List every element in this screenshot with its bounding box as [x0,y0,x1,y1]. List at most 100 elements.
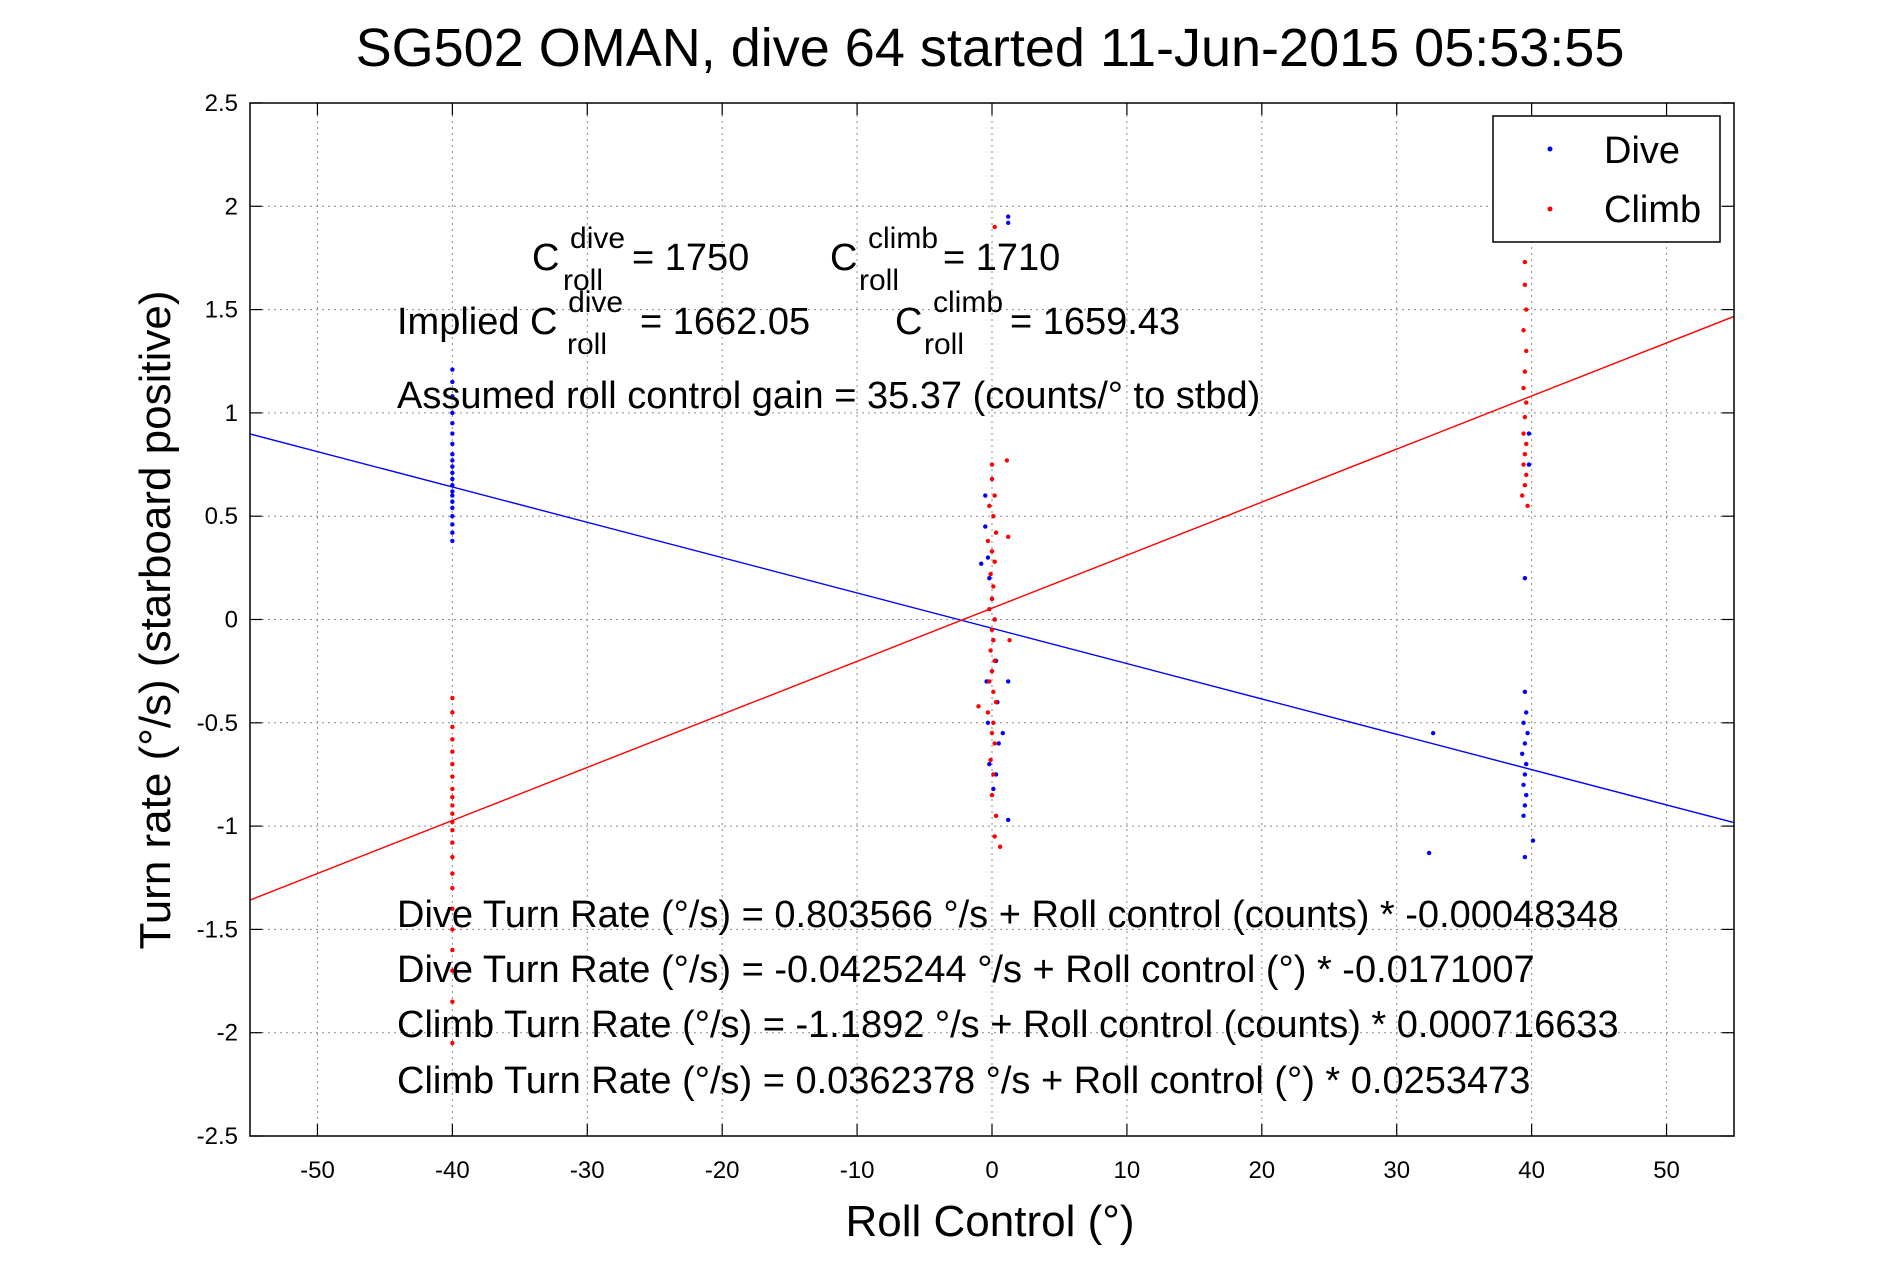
c-climb-value: = 1710 [943,237,1060,279]
climb-point [450,811,455,816]
dive-point [1530,838,1536,843]
climb-point [1524,441,1529,447]
legend-marker-climb [1547,206,1553,212]
c-climb-sub: roll [859,264,899,297]
x-tick-label: -10 [840,1157,875,1184]
climb-point [997,844,1003,849]
y-tick-label: -1.5 [197,916,238,943]
dive-point [987,575,992,581]
climb-point [1524,400,1529,405]
legend-marker-dive [1547,146,1553,152]
dive-point [1524,761,1529,767]
implied-dive-sub: roll [567,328,607,361]
climb-point [992,658,997,664]
climb-point [1519,493,1525,498]
climb-point [992,559,997,564]
dive-point [450,514,455,519]
implied-dive-value: = 1662.05 [640,301,810,343]
climb-point [1521,462,1526,467]
climb-point [991,772,996,777]
x-tick-label: 0 [985,1157,998,1184]
dive-point [450,367,455,372]
dive-point [1521,813,1526,818]
y-tick-label: 1.5 [205,297,238,324]
climb-point [991,637,996,643]
data-points [450,214,1536,1046]
climb-point [1522,452,1528,457]
climb-point [1524,472,1529,478]
climb-point [450,695,455,701]
climb-point [989,476,995,482]
climb-point [1521,431,1526,436]
climb-point [450,786,455,792]
climb-point [992,834,997,839]
climb-point [450,749,455,754]
dive-point [991,786,996,792]
y-tick-label: 2 [225,193,238,220]
climb-point [989,627,995,633]
dive-point [1522,854,1528,860]
fit-equations: Dive Turn Rate (°/s) = 0.803566 °/s + Ro… [397,894,1619,1102]
climb-point [993,813,999,818]
dive-point [1005,679,1011,684]
dive-point [1522,689,1528,695]
equation-climb-counts: Climb Turn Rate (°/s) = -1.1892 °/s + Ro… [397,1004,1619,1046]
dive-point [450,379,455,385]
climb-point [987,606,992,612]
y-axis-label: Turn rate (°/s) (starboard positive) [131,290,180,949]
x-tick-label: 10 [1114,1157,1141,1184]
y-tick-label: -0.5 [197,710,238,737]
climb-point [450,774,455,779]
y-tick-label: 0 [225,607,238,634]
climb-point [988,757,993,763]
climb-point [989,462,995,467]
x-tick-label: 30 [1383,1157,1410,1184]
dive-point [979,561,984,566]
x-tick-label: 40 [1518,1157,1545,1184]
legend-box [1492,115,1721,243]
climb-point [991,689,996,695]
dive-point [450,394,455,399]
climb-point [1524,307,1529,312]
gain-text: Assumed roll control gain = 35.37 (count… [397,375,1260,417]
climb-point [1521,385,1526,391]
c-dive-value: = 1750 [632,237,749,279]
climb-point [450,1040,455,1046]
x-tick-label: -30 [570,1157,605,1184]
dive-point [450,476,455,482]
climb-point [450,947,455,953]
dive-point [1005,214,1011,219]
dive-point [450,530,455,535]
climb-point [1005,534,1011,540]
climb-point [450,968,455,973]
climb-point [1522,483,1528,488]
climb-point [450,819,455,825]
dive-point [450,464,455,469]
dive-point [1526,431,1532,436]
y-tick-label: -2 [217,1020,238,1047]
dive-point [1525,730,1530,736]
climb-point [989,792,995,798]
implied-climb-sub: roll [924,328,964,361]
climb-point [991,584,996,589]
dive-point [1521,720,1526,725]
c-climb-text: C climb [830,222,938,279]
dive-point [996,741,1001,746]
dive-point [1519,751,1525,756]
climb-point [976,704,981,709]
c-dive-text: C dive [532,222,625,279]
x-tick-label: 50 [1653,1157,1680,1184]
chart-title: SG502 OMAN, dive 64 started 11-Jun-2015 … [356,18,1625,78]
climb-point [992,617,997,622]
y-tick-label: 2.5 [205,90,238,117]
climb-point [993,699,999,705]
climb-point [450,885,455,891]
climb-point [450,803,455,808]
dive-point [1005,220,1011,226]
climb-point [1522,259,1528,265]
dive-point [985,720,991,725]
climb-point [989,668,995,674]
dive-point [1000,730,1005,736]
dive-point [1430,730,1436,736]
